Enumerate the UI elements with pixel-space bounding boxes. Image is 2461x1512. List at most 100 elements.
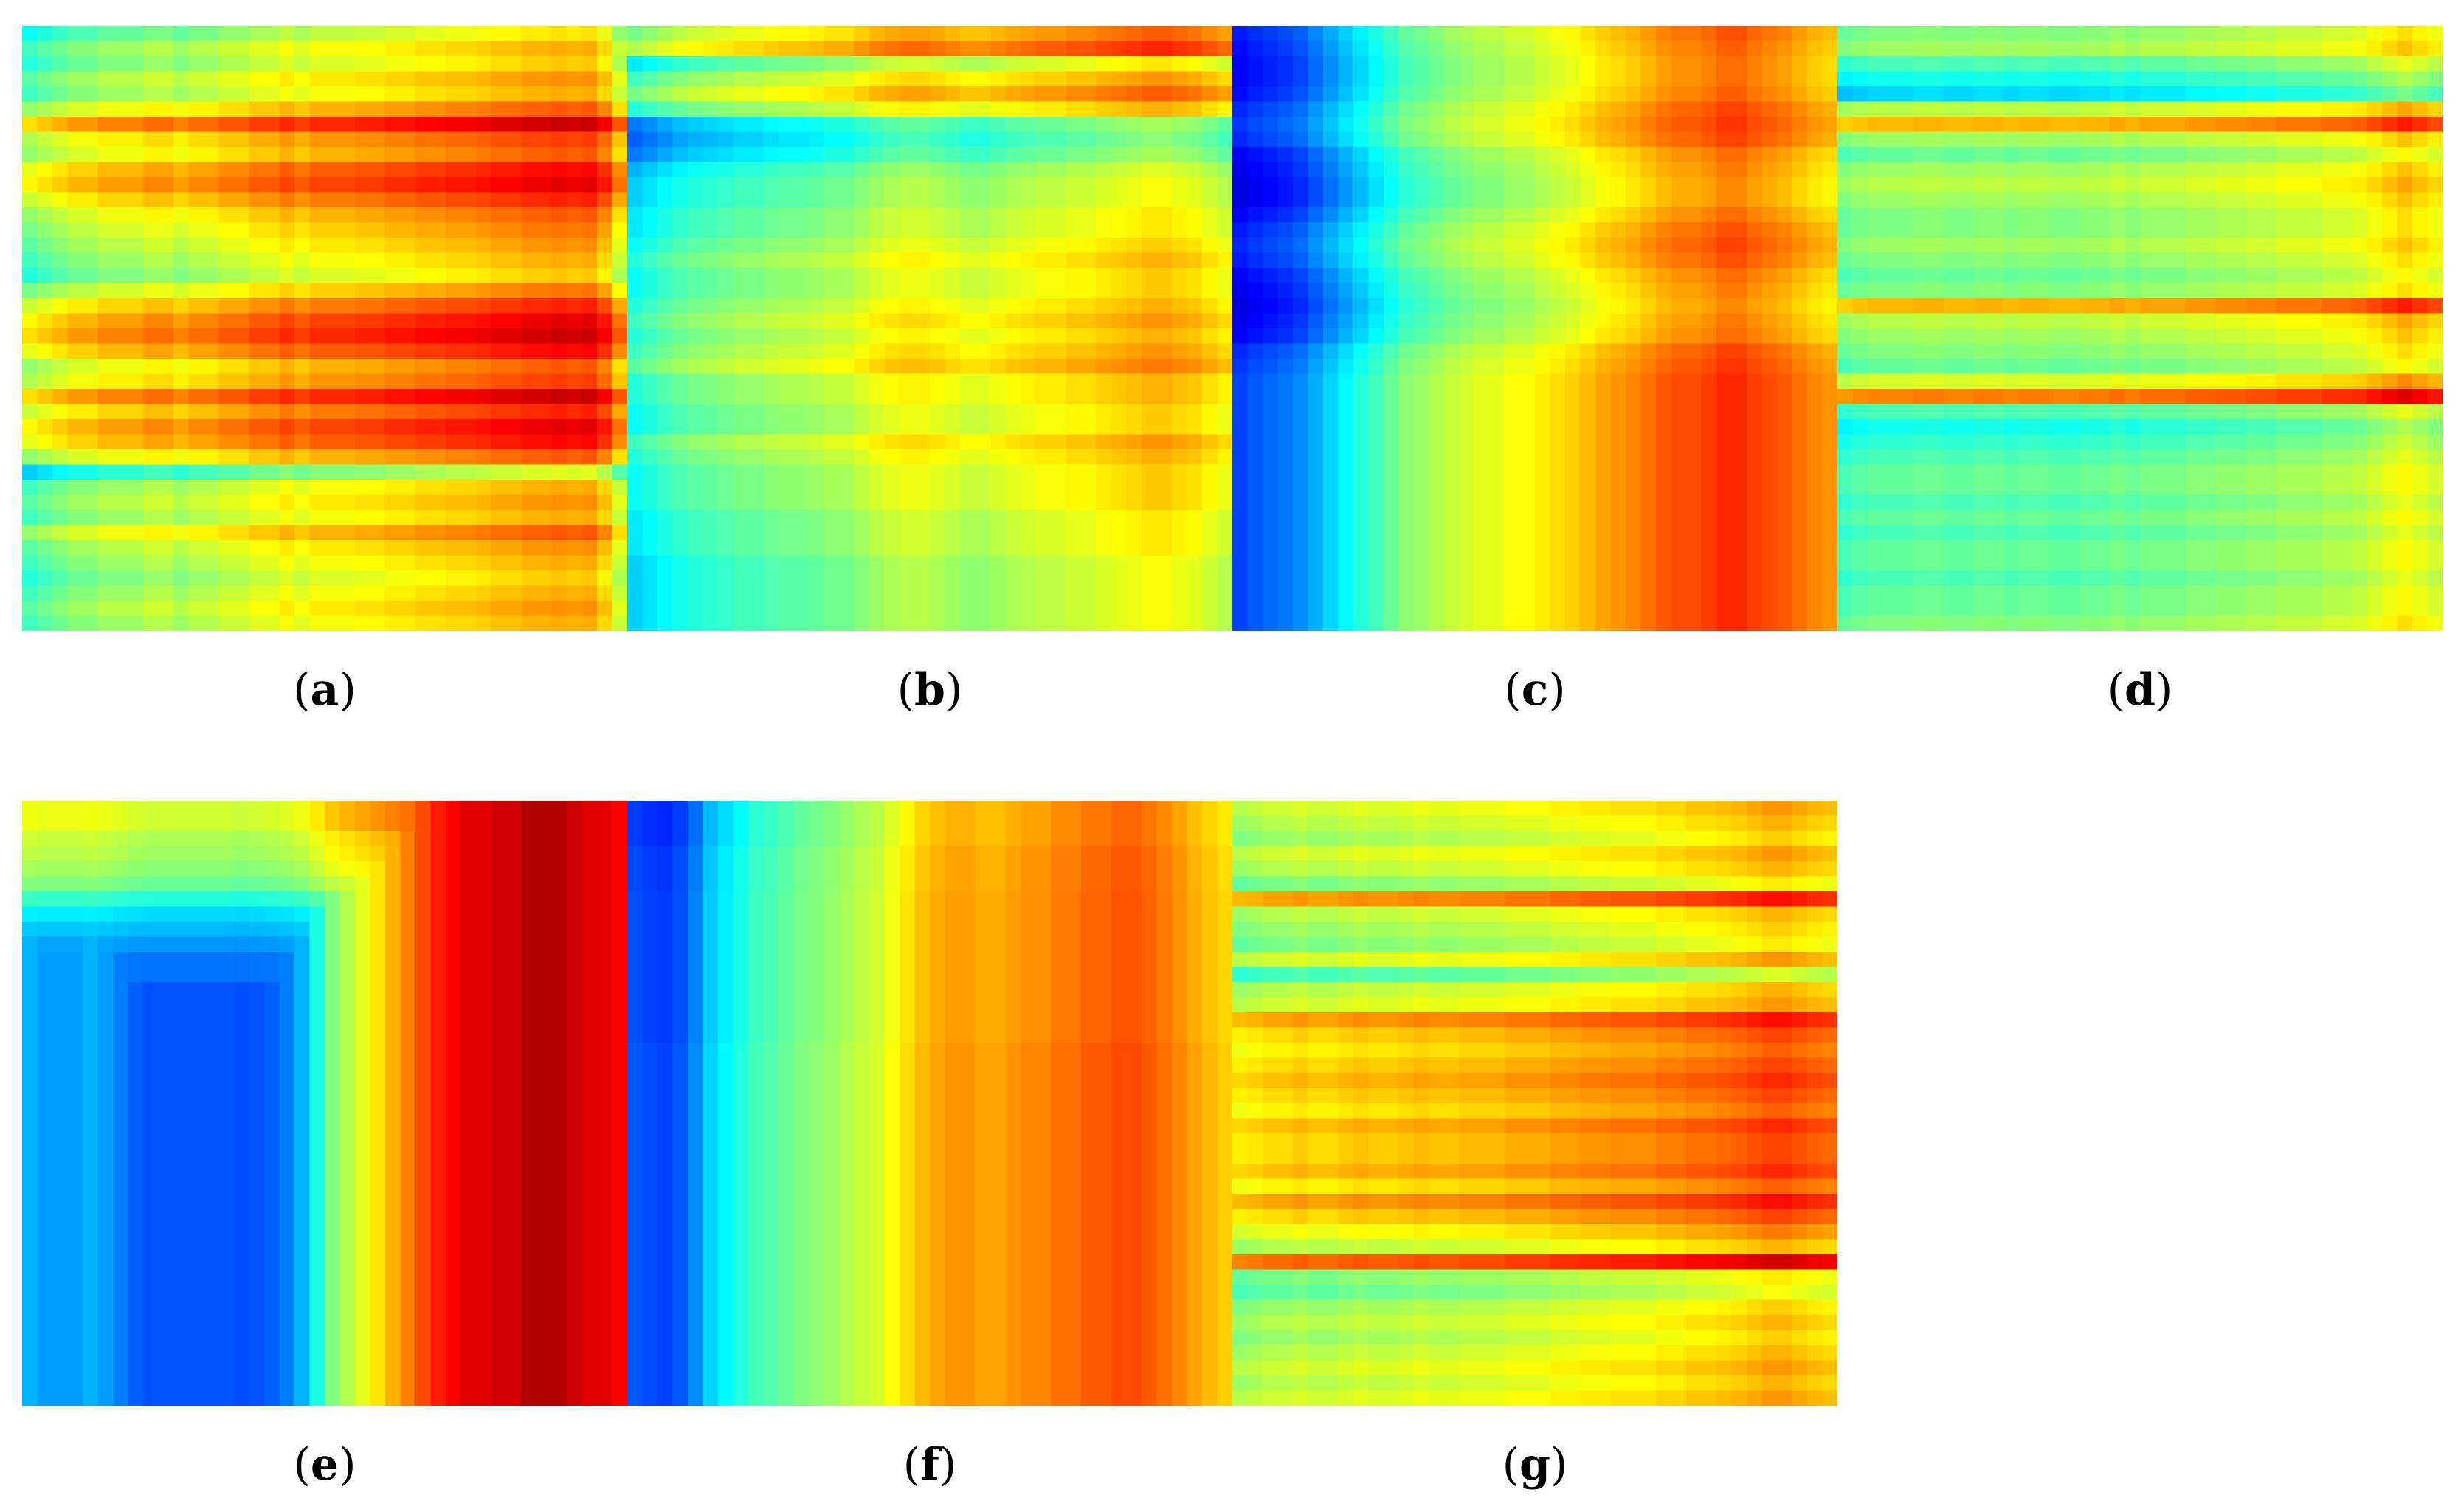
heatmap-cell bbox=[143, 585, 159, 601]
heatmap-cell bbox=[1686, 298, 1702, 314]
heatmap-cell bbox=[1716, 540, 1733, 556]
heatmap-cell bbox=[1973, 41, 1989, 57]
heatmap-cell bbox=[900, 41, 916, 57]
heatmap-cell bbox=[1656, 86, 1672, 103]
heatmap-cell bbox=[113, 480, 129, 496]
heatmap-cell bbox=[1550, 464, 1566, 480]
heatmap-cell bbox=[2034, 56, 2050, 72]
heatmap-cell bbox=[914, 494, 931, 511]
heatmap-cell bbox=[733, 373, 749, 390]
heatmap-cell bbox=[612, 222, 627, 238]
heatmap-cell bbox=[415, 26, 432, 42]
heatmap-cell bbox=[945, 615, 961, 631]
heatmap-cell bbox=[718, 177, 734, 193]
heatmap-cell bbox=[1701, 480, 1717, 496]
heatmap-cell bbox=[97, 222, 114, 238]
heatmap-cell bbox=[128, 147, 144, 163]
heatmap-cell bbox=[824, 131, 840, 148]
heatmap-cell bbox=[1489, 510, 1505, 526]
heatmap-cell bbox=[37, 313, 53, 329]
heatmap-cell bbox=[1747, 162, 1763, 178]
heatmap-cell bbox=[657, 373, 674, 390]
heatmap-cell bbox=[1263, 373, 1279, 390]
heatmap-cell bbox=[264, 56, 280, 72]
heatmap-cell bbox=[1716, 298, 1733, 314]
heatmap-cell bbox=[294, 238, 311, 254]
heatmap-cell bbox=[930, 268, 946, 284]
heatmap-cell bbox=[884, 510, 900, 526]
heatmap-cell bbox=[1550, 494, 1566, 511]
heatmap-cell bbox=[1792, 26, 1808, 42]
heatmap-cell bbox=[400, 26, 416, 42]
heatmap-cell bbox=[1565, 222, 1581, 238]
heatmap-cell bbox=[1232, 434, 1249, 450]
heatmap-cell bbox=[506, 192, 522, 208]
heatmap-cell bbox=[1747, 540, 1763, 556]
heatmap-cell bbox=[779, 570, 795, 587]
heatmap-cell bbox=[2367, 71, 2383, 87]
heatmap-cell bbox=[839, 555, 855, 571]
heatmap-d bbox=[1837, 26, 2443, 631]
heatmap-cell bbox=[581, 480, 598, 496]
heatmap-cell bbox=[1096, 464, 1112, 480]
heatmap-cell bbox=[249, 494, 265, 511]
heatmap-cell bbox=[339, 328, 356, 345]
heatmap-cell bbox=[581, 510, 598, 526]
heatmap-cell bbox=[370, 343, 386, 359]
heatmap-cell bbox=[67, 389, 83, 405]
heatmap-cell bbox=[173, 601, 190, 617]
heatmap-cell bbox=[551, 101, 567, 117]
heatmap-cell bbox=[779, 177, 795, 193]
heatmap-cell bbox=[1081, 585, 1097, 601]
heatmap-cell bbox=[37, 389, 53, 405]
heatmap-cell bbox=[37, 101, 53, 117]
heatmap-cell bbox=[37, 131, 53, 148]
heatmap-cell bbox=[491, 570, 507, 587]
heatmap-cell bbox=[52, 162, 69, 178]
heatmap-cell bbox=[83, 601, 99, 617]
heatmap-cell bbox=[294, 480, 311, 496]
heatmap-cell bbox=[339, 449, 356, 466]
heatmap-cell bbox=[839, 207, 855, 224]
heatmap-cell bbox=[67, 585, 83, 601]
heatmap-cell bbox=[1384, 162, 1400, 178]
heatmap-cell bbox=[1535, 162, 1551, 178]
heatmap-cell bbox=[67, 283, 83, 299]
heatmap-cell bbox=[1398, 601, 1415, 617]
heatmap-cell bbox=[400, 419, 416, 435]
heatmap-cell bbox=[567, 555, 583, 571]
heatmap-cell bbox=[1444, 555, 1460, 571]
heatmap-cell bbox=[1792, 555, 1808, 571]
heatmap-cell bbox=[2427, 56, 2443, 72]
heatmap-cell bbox=[67, 131, 83, 148]
heatmap-cell bbox=[83, 162, 99, 178]
heatmap-cell bbox=[1172, 207, 1188, 224]
heatmap-cell bbox=[1005, 56, 1021, 72]
heatmap-cell bbox=[612, 313, 627, 329]
heatmap-cell bbox=[914, 56, 931, 72]
heatmap-cell bbox=[1731, 540, 1747, 556]
heatmap-cell bbox=[325, 162, 341, 178]
heatmap-cell bbox=[2140, 41, 2156, 57]
heatmap-cell bbox=[688, 555, 704, 571]
heatmap-cell bbox=[249, 540, 265, 556]
heatmap-cell bbox=[1747, 101, 1763, 117]
heatmap-cell bbox=[1519, 86, 1536, 103]
heatmap-cell bbox=[83, 268, 99, 284]
heatmap-cell bbox=[1610, 555, 1626, 571]
heatmap-cell bbox=[521, 71, 537, 87]
heatmap-cell bbox=[1202, 343, 1218, 359]
heatmap-cell bbox=[763, 222, 779, 238]
heatmap-cell bbox=[22, 585, 38, 601]
heatmap-cell bbox=[2094, 41, 2110, 57]
heatmap-cell bbox=[1489, 434, 1505, 450]
heatmap-cell bbox=[657, 464, 674, 480]
heatmap-cell bbox=[339, 464, 356, 480]
heatmap-cell bbox=[1580, 117, 1596, 133]
heatmap-cell bbox=[1505, 56, 1521, 72]
heatmap-cell bbox=[1263, 540, 1279, 556]
heatmap-cell bbox=[1640, 343, 1657, 359]
heatmap-cell bbox=[430, 147, 446, 163]
heatmap-cell bbox=[930, 283, 946, 299]
heatmap-cell bbox=[930, 555, 946, 571]
